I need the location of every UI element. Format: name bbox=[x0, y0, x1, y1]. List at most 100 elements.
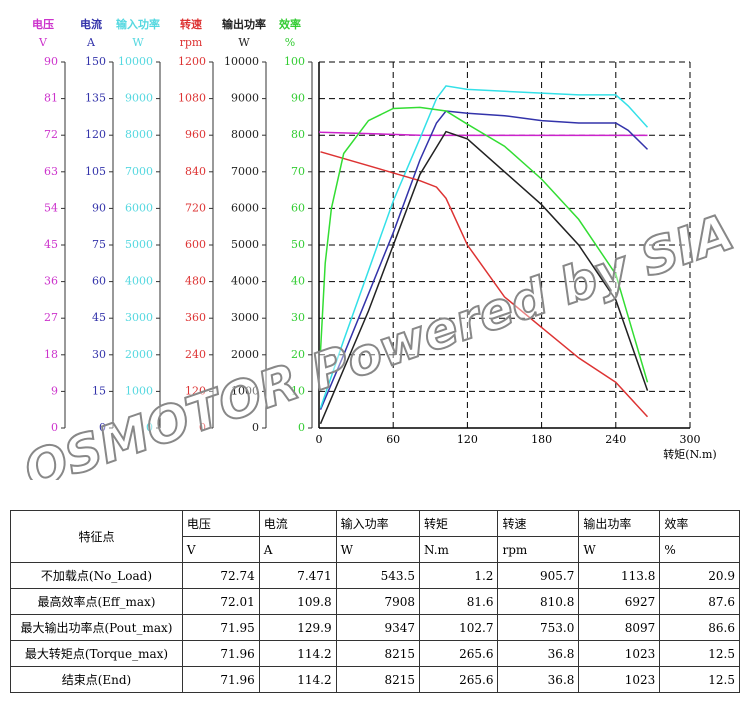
y-tick-label: 120 bbox=[185, 384, 206, 397]
row-label: 不加载点(No_Load) bbox=[10, 562, 183, 589]
y-tick-label: 90 bbox=[44, 55, 58, 68]
value-cell: 810.8 bbox=[497, 588, 580, 615]
value-cell: 20.9 bbox=[659, 562, 740, 589]
y-tick-label: 45 bbox=[92, 311, 106, 324]
y-tick-label: 50 bbox=[291, 238, 305, 251]
table-row: 结束点(End) 71.96 114.2 8215 265.6 36.8 1023 12.5 bbox=[10, 666, 740, 693]
y-tick-label: 8000 bbox=[125, 128, 153, 141]
y-tick-label: 8000 bbox=[231, 128, 259, 141]
y-tick-label: 240 bbox=[185, 348, 206, 361]
y-tick-label: 1200 bbox=[178, 55, 206, 68]
y-axis-name: 效率 bbox=[279, 17, 301, 31]
y-tick-label: 30 bbox=[92, 348, 106, 361]
table: 特征点 电压 电流 输入功率 转矩 转速 输出功率 效率 V A W N.m rpm W% 不加载点(No_… bbox=[10, 510, 740, 693]
y-tick-label: 4000 bbox=[231, 275, 259, 288]
y-tick-label: 90 bbox=[92, 201, 106, 214]
y-tick-label: 9 bbox=[51, 384, 58, 397]
y-tick-label: 360 bbox=[185, 311, 206, 324]
row-label: 结束点(End) bbox=[10, 666, 183, 693]
table-row: 不加载点(No_Load) 72.74 7.471 543.5 1.2 905.7 113.… bbox=[10, 562, 740, 589]
y-tick-label: 1080 bbox=[178, 92, 206, 105]
y-tick-label: 10 bbox=[291, 384, 305, 397]
y-tick-label: 90 bbox=[291, 92, 305, 105]
series-line bbox=[319, 130, 649, 425]
y-tick-label: 480 bbox=[185, 275, 206, 288]
y-axis-name: 电压 bbox=[32, 17, 54, 31]
value-cell: 72.74 bbox=[181, 562, 260, 589]
y-tick-label: 840 bbox=[185, 165, 206, 178]
value-cell: 114.2 bbox=[258, 666, 337, 693]
header-cell: 输入功率 bbox=[335, 510, 420, 537]
y-tick-label: 0 bbox=[146, 421, 153, 434]
y-tick-label: 10000 bbox=[118, 55, 153, 68]
y-tick-label: 1000 bbox=[231, 384, 259, 397]
y-tick-label: 135 bbox=[85, 92, 106, 105]
value-cell: 1023 bbox=[578, 640, 661, 667]
y-axis-name: 输出功率 bbox=[222, 17, 266, 31]
value-cell: 36.8 bbox=[497, 666, 580, 693]
unit-cell: V bbox=[181, 536, 260, 563]
series-line bbox=[320, 151, 649, 418]
y-tick-label: 10000 bbox=[224, 55, 259, 68]
y-axis-unit: % bbox=[285, 36, 295, 49]
value-cell: 543.5 bbox=[335, 562, 420, 589]
y-tick-label: 720 bbox=[185, 201, 206, 214]
header-cell: 转矩 bbox=[418, 510, 499, 537]
header-cell: 效率 bbox=[659, 510, 740, 537]
y-tick-label: 960 bbox=[185, 128, 206, 141]
value-cell: 81.6 bbox=[418, 588, 499, 615]
series-line bbox=[319, 110, 649, 410]
x-tick-label: 300 bbox=[680, 433, 701, 446]
y-tick-label: 9000 bbox=[231, 92, 259, 105]
y-tick-label: 100 bbox=[284, 55, 305, 68]
y-tick-label: 15 bbox=[92, 384, 106, 397]
y-axis-unit: W bbox=[132, 36, 144, 49]
value-cell: 129.9 bbox=[258, 614, 337, 641]
y-axis-unit: rpm bbox=[180, 36, 203, 49]
y-tick-label: 27 bbox=[44, 311, 58, 324]
value-cell: 71.95 bbox=[181, 614, 260, 641]
x-tick-label: 120 bbox=[457, 433, 478, 446]
x-tick-label: 180 bbox=[531, 433, 552, 446]
y-tick-label: 3000 bbox=[125, 311, 153, 324]
y-tick-label: 600 bbox=[185, 238, 206, 251]
value-cell: 1.2 bbox=[418, 562, 499, 589]
y-tick-label: 72 bbox=[44, 128, 58, 141]
header-cell: 电压 bbox=[181, 510, 260, 537]
y-tick-label: 7000 bbox=[231, 165, 259, 178]
value-cell: 8097 bbox=[578, 614, 661, 641]
unit-cell: N.m bbox=[418, 536, 499, 563]
y-tick-label: 81 bbox=[44, 92, 58, 105]
header-cell: 电流 bbox=[258, 510, 337, 537]
y-tick-label: 0 bbox=[51, 421, 58, 434]
value-cell: 36.8 bbox=[497, 640, 580, 667]
y-axis-unit: A bbox=[86, 36, 96, 49]
value-cell: 12.5 bbox=[659, 640, 740, 667]
y-tick-label: 5000 bbox=[231, 238, 259, 251]
y-axis-name: 转速 bbox=[180, 17, 202, 31]
value-cell: 1023 bbox=[578, 666, 661, 693]
unit-cell: A bbox=[258, 536, 337, 563]
value-cell: 265.6 bbox=[418, 640, 499, 667]
y-tick-label: 63 bbox=[44, 165, 58, 178]
value-cell: 109.8 bbox=[258, 588, 337, 615]
header-cell: 输出功率 bbox=[578, 510, 661, 537]
value-cell: 113.8 bbox=[578, 562, 661, 589]
series-line bbox=[318, 131, 648, 137]
chart: 转矩(N.m) 0 60 120 180 240 300电压V09182736455463… bbox=[16, 17, 742, 480]
value-cell: 71.96 bbox=[181, 666, 260, 693]
y-axis-unit: W bbox=[238, 36, 250, 49]
value-cell: 8215 bbox=[335, 640, 420, 667]
y-tick-label: 2000 bbox=[125, 348, 153, 361]
y-tick-label: 45 bbox=[44, 238, 58, 251]
value-cell: 905.7 bbox=[497, 562, 580, 589]
value-cell: 71.96 bbox=[181, 640, 260, 667]
y-tick-label: 80 bbox=[291, 128, 305, 141]
y-tick-label: 2000 bbox=[231, 348, 259, 361]
value-cell: 72.01 bbox=[181, 588, 260, 615]
unit-cell: W bbox=[578, 536, 661, 563]
table-row: V A W N.m rpm W% bbox=[11, 536, 740, 563]
y-tick-label: 9000 bbox=[125, 92, 153, 105]
y-tick-label: 18 bbox=[44, 348, 58, 361]
y-tick-label: 0 bbox=[252, 421, 259, 434]
